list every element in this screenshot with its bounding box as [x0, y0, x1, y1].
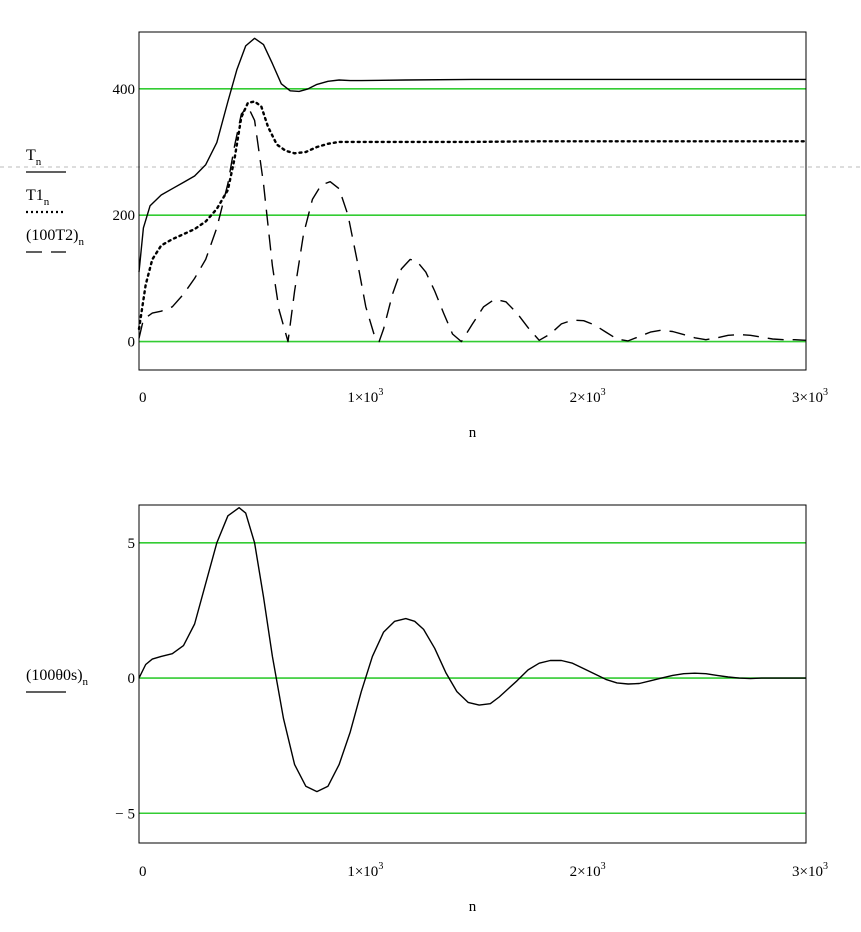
plot-frame — [138, 504, 807, 844]
legend-label: (100T2)n — [26, 227, 84, 248]
x-tick-label: 1×103 — [347, 387, 383, 406]
series-line-dotted — [137, 100, 808, 331]
y-tick-label: 0 — [128, 671, 136, 687]
series-line-solid — [138, 507, 806, 793]
y-tick-label: 400 — [113, 82, 136, 98]
plot-frame — [138, 31, 807, 371]
legend-label: T1n — [26, 187, 50, 208]
x-tick-label: 1×103 — [347, 861, 383, 880]
x-tick-label: 2×103 — [570, 387, 606, 406]
x-tick-label: 3×103 — [792, 861, 828, 880]
series-line-solid — [138, 37, 806, 273]
legend-label: (100θ0s)n — [26, 667, 89, 688]
x-tick-label: 0 — [139, 864, 147, 880]
upper-chart: 0 200 400 0 1×103 2×103 3×103 n Tn T1n (100T2)n — [26, 31, 828, 441]
legend-label: Tn — [26, 147, 42, 168]
y-tick-label: 0 — [128, 335, 136, 351]
x-tick-label: 2×103 — [570, 861, 606, 880]
lower-chart: − 5 0 5 0 1×103 2×103 3×103 n (100θ0s)n — [26, 504, 828, 915]
x-axis-label: n — [469, 899, 477, 915]
y-tick-label: 200 — [113, 208, 136, 224]
y-tick-label: − 5 — [115, 806, 135, 822]
y-tick-label: 5 — [128, 536, 136, 552]
series-line-dashed — [138, 105, 807, 343]
x-tick-label: 0 — [139, 390, 147, 406]
x-axis-label: n — [469, 425, 477, 441]
x-tick-label: 3×103 — [792, 387, 828, 406]
